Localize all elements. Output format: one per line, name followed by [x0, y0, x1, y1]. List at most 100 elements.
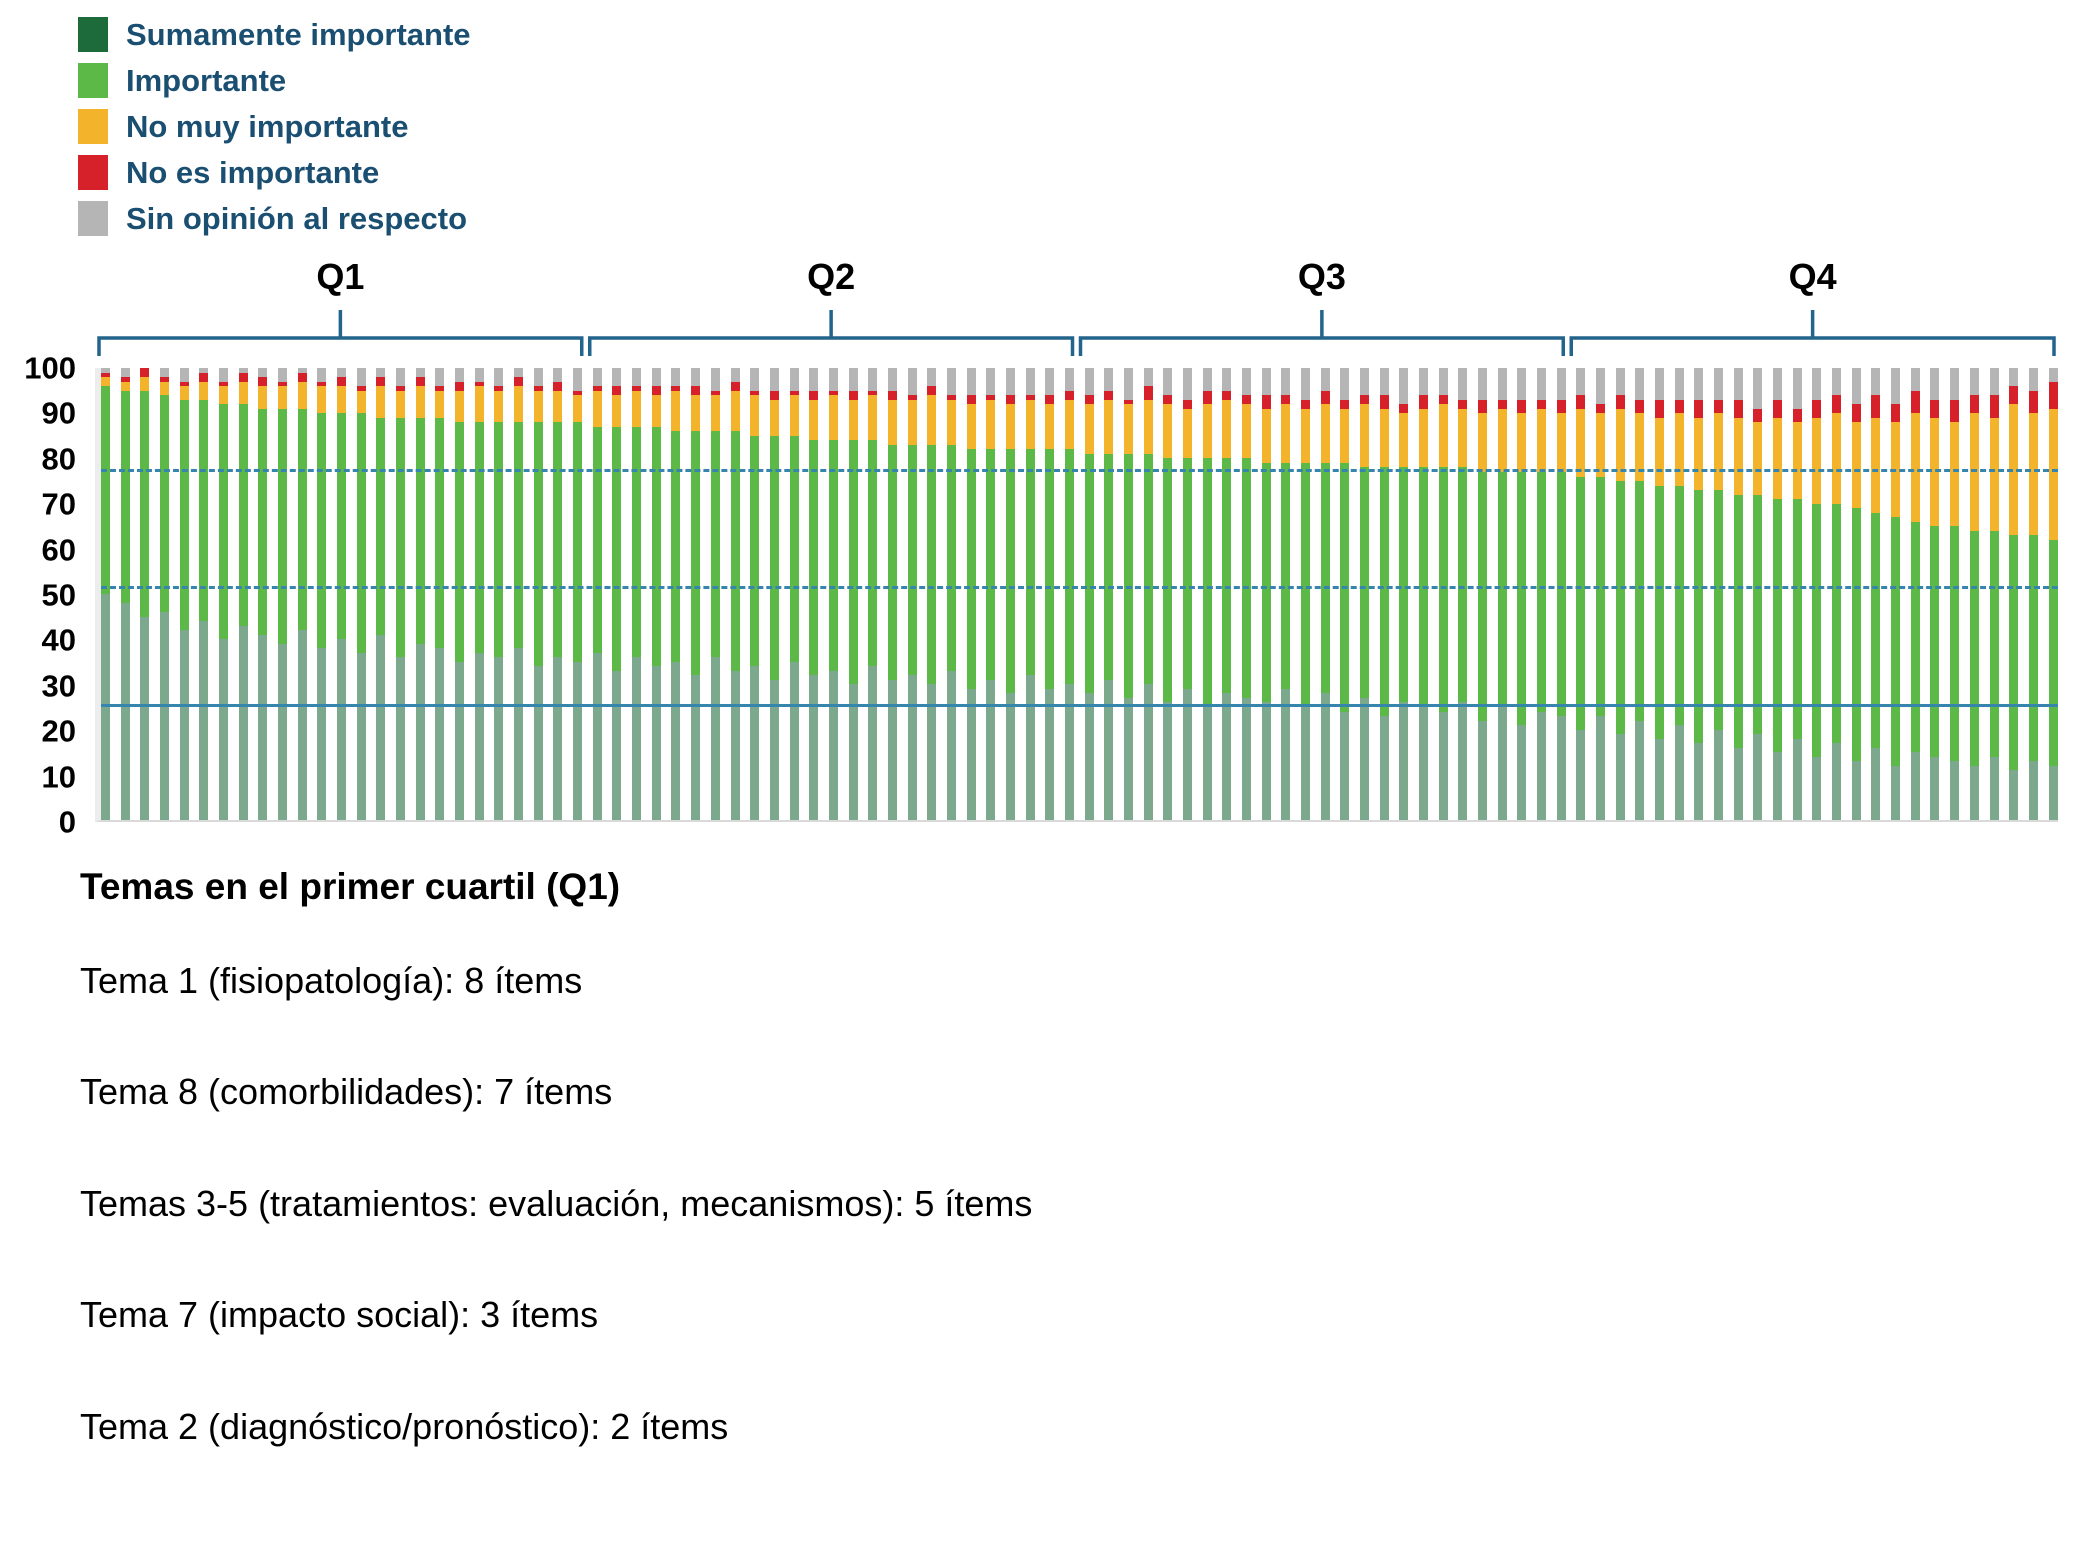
segment-sin_opinion — [435, 368, 445, 387]
bar-stack — [376, 368, 386, 820]
segment-sin_opinion — [1084, 368, 1094, 396]
segment-sumamente — [1596, 716, 1606, 820]
segment-importante — [1399, 467, 1409, 703]
segment-sumamente — [238, 625, 248, 820]
segment-no_muy_importante — [1123, 404, 1133, 454]
segment-sin_opinion — [1123, 368, 1133, 400]
segment-sumamente — [514, 648, 524, 820]
segment-sin_opinion — [101, 368, 110, 373]
segment-sin_opinion — [1635, 368, 1645, 400]
segment-no_es_importante — [1694, 399, 1704, 418]
segment-sumamente — [1104, 679, 1114, 820]
segment-importante — [1261, 462, 1271, 703]
segment-sin_opinion — [1478, 368, 1488, 400]
segment-sumamente — [1045, 688, 1055, 820]
segment-no_muy_importante — [219, 386, 229, 405]
segment-sin_opinion — [415, 368, 425, 378]
segment-no_es_importante — [1950, 399, 1960, 423]
segment-sumamente — [219, 639, 229, 820]
segment-no_es_importante — [337, 377, 347, 387]
segment-sumamente — [337, 639, 347, 820]
segment-sin_opinion — [1104, 368, 1114, 391]
bar-stack — [1143, 368, 1153, 820]
reference-line-51 — [101, 586, 2058, 590]
bar-stack — [710, 368, 720, 820]
segment-sin_opinion — [1497, 368, 1507, 400]
segment-importante — [376, 417, 386, 635]
segment-no_es_importante — [1674, 399, 1684, 414]
segment-no_muy_importante — [1576, 408, 1586, 477]
segment-no_muy_importante — [1045, 404, 1055, 450]
segment-no_muy_importante — [1261, 408, 1271, 463]
segment-sumamente — [1969, 765, 1979, 820]
segment-importante — [1517, 471, 1527, 726]
segment-sin_opinion — [1792, 368, 1802, 409]
segment-sumamente — [1123, 697, 1133, 820]
segment-no_es_importante — [1753, 408, 1763, 423]
segment-importante — [101, 386, 110, 594]
bar-stack — [651, 368, 661, 820]
segment-importante — [140, 390, 150, 617]
segment-no_es_importante — [1832, 395, 1842, 414]
segment-sumamente — [258, 634, 268, 820]
segment-importante — [809, 440, 819, 676]
segment-importante — [710, 431, 720, 658]
segment-importante — [1753, 494, 1763, 735]
segment-no_muy_importante — [1832, 413, 1842, 504]
segment-no_es_importante — [1733, 399, 1743, 418]
segment-sumamente — [415, 643, 425, 820]
segment-no_es_importante — [1045, 395, 1055, 405]
segment-sumamente — [1674, 725, 1684, 820]
segment-no_es_importante — [1714, 399, 1724, 414]
bar-stack — [730, 368, 740, 820]
legend-label-importante: Importante — [126, 62, 287, 98]
segment-importante — [219, 404, 229, 640]
segment-sin_opinion — [907, 368, 917, 396]
bar-stack — [1537, 368, 1547, 820]
segment-sin_opinion — [120, 368, 130, 378]
y-tick-label: 100 — [24, 350, 76, 386]
segment-no_es_importante — [612, 386, 622, 396]
bar-stack — [1517, 368, 1527, 820]
segment-no_es_importante — [455, 381, 465, 391]
segment-sumamente — [966, 688, 976, 820]
segment-no_muy_importante — [710, 395, 720, 432]
segment-sin_opinion — [553, 368, 563, 382]
segment-no_es_importante — [750, 390, 760, 396]
segment-no_muy_importante — [1773, 417, 1783, 500]
segment-sumamente — [986, 679, 996, 820]
segment-no_es_importante — [1202, 390, 1212, 405]
segment-sin_opinion — [1143, 368, 1153, 387]
segment-sumamente — [887, 679, 897, 820]
segment-importante — [278, 408, 288, 644]
segment-no_muy_importante — [789, 395, 799, 436]
segment-no_es_importante — [2028, 390, 2038, 414]
segment-sumamente — [730, 670, 740, 820]
segment-no_muy_importante — [1202, 404, 1212, 459]
segment-no_es_importante — [120, 377, 130, 382]
segment-no_muy_importante — [1556, 413, 1566, 472]
segment-sin_opinion — [828, 368, 838, 391]
segment-sin_opinion — [1517, 368, 1527, 400]
segment-no_muy_importante — [1871, 417, 1881, 513]
segment-no_es_importante — [1143, 386, 1153, 400]
segment-importante — [317, 413, 327, 649]
segment-no_muy_importante — [887, 399, 897, 445]
segment-sumamente — [1025, 675, 1035, 820]
segment-no_muy_importante — [1615, 408, 1625, 482]
segment-importante — [1832, 503, 1842, 744]
segment-sumamente — [671, 661, 681, 820]
segment-no_es_importante — [769, 390, 779, 400]
segment-sumamente — [1950, 761, 1960, 820]
bar-stack — [120, 368, 130, 820]
y-tick-label: 30 — [41, 668, 76, 704]
segment-importante — [1635, 481, 1645, 721]
segment-sumamente — [1143, 684, 1153, 820]
segment-sumamente — [1537, 711, 1547, 820]
segment-importante — [887, 444, 897, 680]
segment-sin_opinion — [1399, 368, 1409, 405]
segment-no_es_importante — [710, 390, 720, 396]
segment-importante — [1969, 530, 1979, 766]
segment-sin_opinion — [317, 368, 327, 382]
segment-no_muy_importante — [1812, 417, 1822, 504]
